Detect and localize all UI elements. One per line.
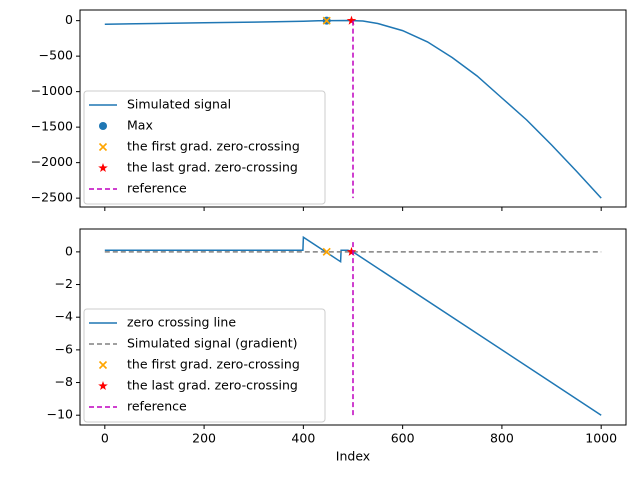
legend-label: the first grad. zero-crossing [127, 357, 300, 372]
y-tick-label: 0 [65, 12, 73, 27]
marker [322, 16, 331, 25]
y-tick-label: −6 [55, 341, 73, 356]
y-tick-label: −4 [55, 309, 73, 324]
legend-box [83, 308, 326, 423]
marker [346, 15, 357, 25]
legend-label: reference [127, 399, 187, 414]
y-tick-label: 0 [65, 243, 73, 258]
plot-frame [79, 228, 627, 426]
x-tick-label: 0 [101, 431, 109, 446]
legend-label: Max [127, 118, 153, 133]
legend-swatch [98, 142, 108, 152]
x-tick-label: 400 [291, 431, 315, 446]
legend-label: the last grad. zero-crossing [127, 160, 298, 175]
legend-label: Simulated signal (gradient) [127, 336, 298, 351]
legend-label: the first grad. zero-crossing [127, 139, 300, 154]
y-tick-label: −1000 [31, 83, 73, 98]
y-tick-label: −2 [55, 276, 73, 291]
x-tick-label: 800 [490, 431, 514, 446]
legend-swatch [98, 360, 108, 370]
legend-label: the last grad. zero-crossing [127, 378, 298, 393]
legend-swatch [99, 122, 107, 130]
x-tick-label: 600 [391, 431, 415, 446]
x-axis-label: Index [336, 449, 370, 464]
series-line [104, 19, 602, 199]
legend-label: Simulated signal [127, 97, 231, 112]
y-tick-label: −8 [55, 374, 73, 389]
marker [346, 246, 357, 256]
legend-label: reference [127, 181, 187, 196]
legend-box [83, 90, 326, 205]
plot-frame [79, 9, 627, 208]
y-tick-label: −10 [47, 407, 73, 422]
x-tick-label: 200 [192, 431, 216, 446]
y-tick-label: −500 [39, 48, 73, 63]
marker [322, 247, 331, 256]
legend-swatch [98, 163, 108, 172]
legend-swatch [98, 381, 108, 390]
y-tick-label: −2000 [31, 154, 73, 169]
x-tick-label: 1000 [585, 431, 617, 446]
legend-label: zero crossing line [127, 315, 236, 330]
y-tick-label: −2500 [31, 190, 73, 205]
y-tick-label: −1500 [31, 119, 73, 134]
